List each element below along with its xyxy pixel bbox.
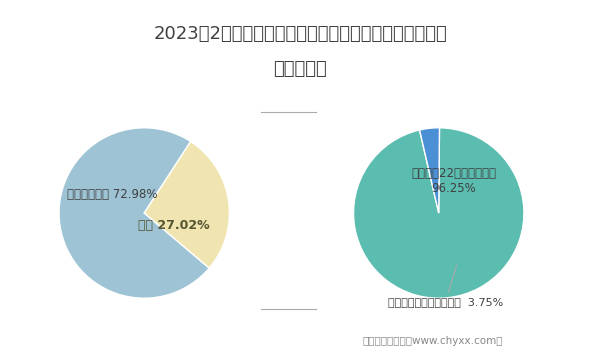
Text: 占比统计图: 占比统计图 <box>273 60 328 78</box>
Text: 制图：智研咨询（www.chyxx.com）: 制图：智研咨询（www.chyxx.com） <box>362 336 503 346</box>
Text: 广东 27.02%: 广东 27.02% <box>138 219 210 232</box>
Text: 2023年2月广州三雅摩托车有限公司所属地区摩托车销量: 2023年2月广州三雅摩托车有限公司所属地区摩托车销量 <box>154 25 447 43</box>
Wedge shape <box>353 128 524 298</box>
Wedge shape <box>144 142 230 268</box>
Text: 全国其他地区 72.98%: 全国其他地区 72.98% <box>67 188 157 201</box>
Text: 广州三雅摩托车有限公司  3.75%: 广州三雅摩托车有限公司 3.75% <box>388 265 503 307</box>
Wedge shape <box>419 128 439 213</box>
Text: 广东其他22家摩托车车企
96.25%: 广东其他22家摩托车车企 96.25% <box>412 166 496 195</box>
Wedge shape <box>59 128 209 298</box>
